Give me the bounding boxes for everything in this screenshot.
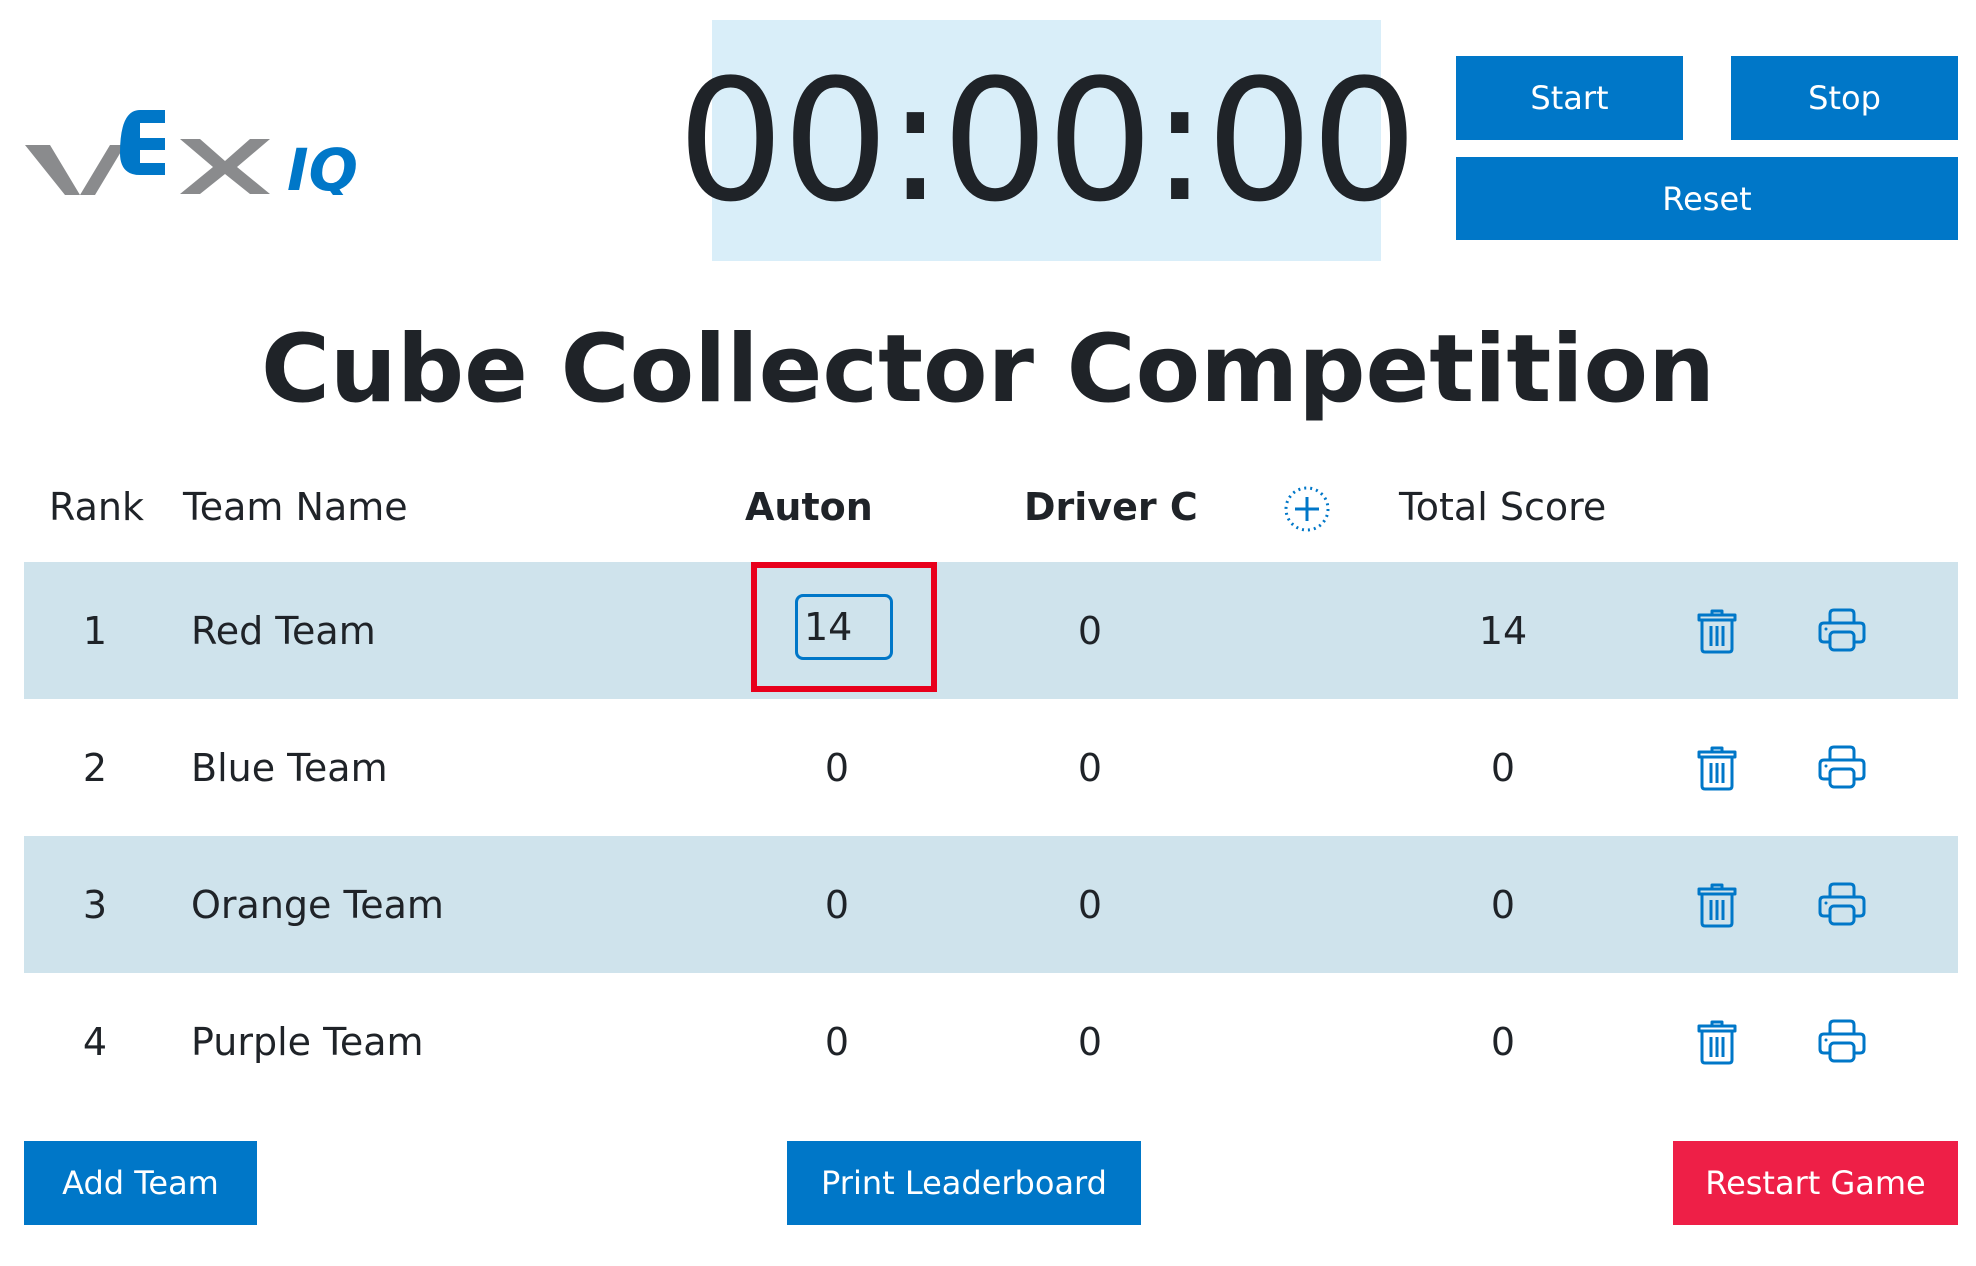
driver-score[interactable]: 0 xyxy=(1077,745,1103,790)
driver-score[interactable]: 0 xyxy=(1077,882,1103,927)
header-auton: Auton xyxy=(745,485,873,529)
header-rank: Rank xyxy=(49,485,144,529)
trash-icon[interactable] xyxy=(1692,742,1742,792)
printer-icon[interactable] xyxy=(1817,742,1867,792)
driver-score[interactable]: 0 xyxy=(1077,1019,1103,1064)
total-score: 0 xyxy=(1490,745,1516,790)
auton-score[interactable]: 0 xyxy=(824,882,850,927)
svg-text:IQ: IQ xyxy=(287,136,358,195)
rank: 4 xyxy=(82,1019,108,1064)
rank: 2 xyxy=(82,745,108,790)
auton-score-input[interactable] xyxy=(795,594,893,660)
header-driver: Driver C xyxy=(1024,485,1198,529)
restart-game-button[interactable]: Restart Game xyxy=(1673,1141,1958,1225)
table-row: 2 Blue Team 0 0 0 xyxy=(24,699,1958,836)
team-name[interactable]: Blue Team xyxy=(191,745,388,790)
team-name[interactable]: Orange Team xyxy=(191,882,444,927)
total-score: 0 xyxy=(1490,1019,1516,1064)
header-team-name: Team Name xyxy=(183,485,408,529)
print-leaderboard-button[interactable]: Print Leaderboard xyxy=(787,1141,1141,1225)
add-team-button[interactable]: Add Team xyxy=(24,1141,257,1225)
trash-icon[interactable] xyxy=(1692,1016,1742,1066)
reset-button[interactable]: Reset xyxy=(1456,157,1958,240)
rank: 3 xyxy=(82,882,108,927)
printer-icon[interactable] xyxy=(1817,1016,1867,1066)
table-row: 4 Purple Team 0 0 0 xyxy=(24,973,1958,1110)
start-button[interactable]: Start xyxy=(1456,56,1683,140)
header-total-score: Total Score xyxy=(1399,485,1607,529)
table-row: 1 Red Team 0 14 xyxy=(24,562,1958,699)
timer-display: 00:00:00 xyxy=(677,20,1418,261)
auton-score[interactable]: 0 xyxy=(824,1019,850,1064)
team-name[interactable]: Red Team xyxy=(191,608,376,653)
total-score: 0 xyxy=(1490,882,1516,927)
printer-icon[interactable] xyxy=(1817,879,1867,929)
add-column-plus-icon[interactable] xyxy=(1283,485,1331,533)
team-name[interactable]: Purple Team xyxy=(191,1019,424,1064)
auton-score[interactable]: 0 xyxy=(824,745,850,790)
rank: 1 xyxy=(82,608,108,653)
total-score: 14 xyxy=(1478,608,1528,653)
driver-score[interactable]: 0 xyxy=(1077,608,1103,653)
vex-iq-logo: IQ xyxy=(25,105,415,204)
trash-icon[interactable] xyxy=(1692,879,1742,929)
stop-button[interactable]: Stop xyxy=(1731,56,1958,140)
trash-icon[interactable] xyxy=(1692,605,1742,655)
page-title: Cube Collector Competition xyxy=(260,315,1716,424)
printer-icon[interactable] xyxy=(1817,605,1867,655)
table-row: 3 Orange Team 0 0 0 xyxy=(24,836,1958,973)
highlight-box xyxy=(751,562,937,692)
